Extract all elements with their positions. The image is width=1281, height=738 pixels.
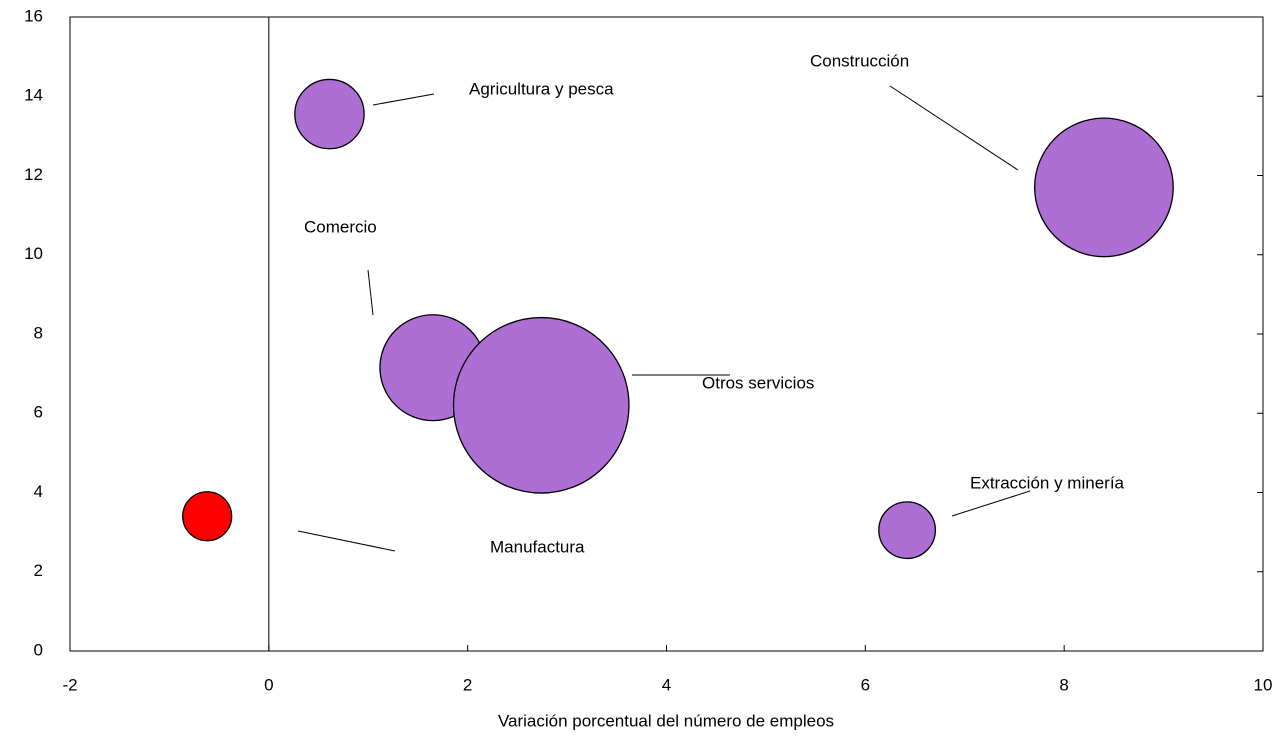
bubble [1034,117,1174,258]
x-tick-label: 6 [861,675,870,694]
plot-frame [69,16,1264,652]
point-label: Otros servicios [702,373,814,392]
y-tick-label: 8 [34,323,43,342]
y-tick-label: 2 [34,561,43,580]
point-label: Agricultura y pesca [469,79,614,98]
y-tick-label: 6 [34,403,43,422]
x-tick-label: 8 [1059,675,1068,694]
point-label: Extracción y minería [970,473,1125,492]
y-tick-label: 16 [24,6,43,25]
leader-line [367,269,374,316]
y-tick-label: 12 [24,165,43,184]
bubble [182,491,233,542]
y-tick-label: 4 [34,482,43,501]
bubble [294,78,365,150]
point-label: Construcción [810,51,909,70]
x-tick-label: 4 [662,675,671,694]
point-label: Comercio [304,217,377,236]
x-tick-label: 10 [1254,675,1273,694]
y-tick-label: 14 [24,86,43,105]
leader-line [297,530,396,552]
point-label: Manufactura [490,537,585,556]
x-axis-label: Variación porcentual del número de emple… [498,711,834,730]
y-tick-label: 0 [34,640,43,659]
bubble [878,501,937,560]
leader-line [889,85,1019,171]
x-tick-label: -2 [62,675,77,694]
x-tick-label: 2 [463,675,472,694]
leader-line [951,490,1031,517]
y-tick-label: 10 [24,244,43,263]
x-tick-label: 0 [264,675,273,694]
bubble [452,316,630,494]
leader-line [372,93,435,106]
